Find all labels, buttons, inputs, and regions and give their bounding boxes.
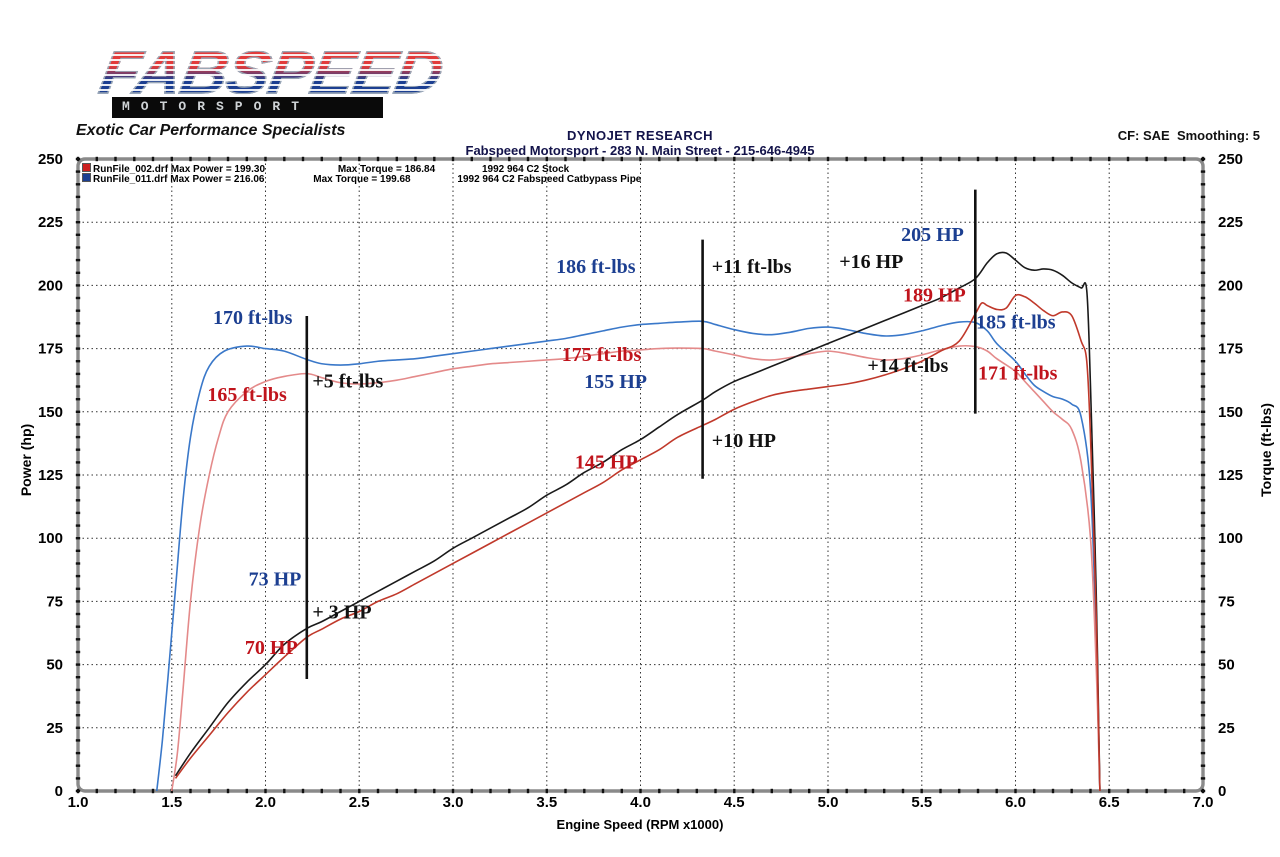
svg-text:50: 50 — [46, 657, 63, 674]
svg-text:75: 75 — [1218, 593, 1235, 610]
svg-text:4.0: 4.0 — [630, 794, 651, 811]
svg-text:5.0: 5.0 — [818, 794, 839, 811]
svg-text:+10 HP: +10 HP — [712, 430, 776, 452]
svg-text:125: 125 — [1218, 467, 1243, 484]
svg-text:50: 50 — [1218, 657, 1235, 674]
svg-text:185 ft-lbs: 185 ft-lbs — [976, 311, 1056, 333]
svg-text:100: 100 — [38, 530, 63, 547]
svg-text:5.5: 5.5 — [911, 794, 932, 811]
svg-text:165 ft-lbs: 165 ft-lbs — [207, 384, 287, 406]
svg-text:250: 250 — [1218, 151, 1243, 168]
svg-text:225: 225 — [38, 214, 63, 231]
svg-text:70 HP: 70 HP — [245, 637, 298, 659]
svg-text:3.0: 3.0 — [443, 794, 464, 811]
svg-text:6.5: 6.5 — [1099, 794, 1120, 811]
svg-text:0: 0 — [1218, 783, 1226, 800]
svg-text:6.0: 6.0 — [1005, 794, 1026, 811]
svg-text:175: 175 — [38, 341, 63, 358]
svg-text:175 ft-lbs: 175 ft-lbs — [562, 344, 642, 366]
svg-text:125: 125 — [38, 467, 63, 484]
svg-text:171 ft-lbs: 171 ft-lbs — [978, 363, 1058, 385]
svg-text:73 HP: 73 HP — [249, 569, 302, 591]
svg-text:75: 75 — [46, 593, 63, 610]
svg-text:+14 ft-lbs: +14 ft-lbs — [867, 355, 948, 377]
svg-text:+11 ft-lbs: +11 ft-lbs — [712, 256, 792, 278]
svg-text:0: 0 — [55, 783, 63, 800]
svg-text:2.0: 2.0 — [255, 794, 276, 811]
svg-text:25: 25 — [1218, 720, 1235, 737]
svg-text:100: 100 — [1218, 530, 1243, 547]
svg-text:+ 3 HP: + 3 HP — [312, 602, 371, 624]
svg-text:4.5: 4.5 — [724, 794, 745, 811]
svg-text:170 ft-lbs: 170 ft-lbs — [213, 307, 293, 329]
svg-text:250: 250 — [38, 151, 63, 168]
svg-text:200: 200 — [38, 277, 63, 294]
svg-text:+5 ft-lbs: +5 ft-lbs — [312, 371, 383, 393]
svg-text:1.5: 1.5 — [161, 794, 182, 811]
svg-text:25: 25 — [46, 720, 63, 737]
svg-text:150: 150 — [38, 404, 63, 421]
svg-text:150: 150 — [1218, 404, 1243, 421]
svg-text:7.0: 7.0 — [1193, 794, 1214, 811]
svg-text:+16 HP: +16 HP — [839, 251, 903, 273]
svg-text:3.5: 3.5 — [536, 794, 557, 811]
svg-text:1.0: 1.0 — [68, 794, 89, 811]
svg-text:186 ft-lbs: 186 ft-lbs — [556, 256, 636, 278]
svg-text:200: 200 — [1218, 277, 1243, 294]
svg-text:2.5: 2.5 — [349, 794, 370, 811]
svg-text:225: 225 — [1218, 214, 1243, 231]
svg-text:205 HP: 205 HP — [901, 224, 964, 246]
svg-text:155 HP: 155 HP — [584, 371, 647, 393]
svg-text:189 HP: 189 HP — [903, 284, 966, 306]
svg-text:145 HP: 145 HP — [575, 452, 638, 474]
svg-text:175: 175 — [1218, 341, 1243, 358]
